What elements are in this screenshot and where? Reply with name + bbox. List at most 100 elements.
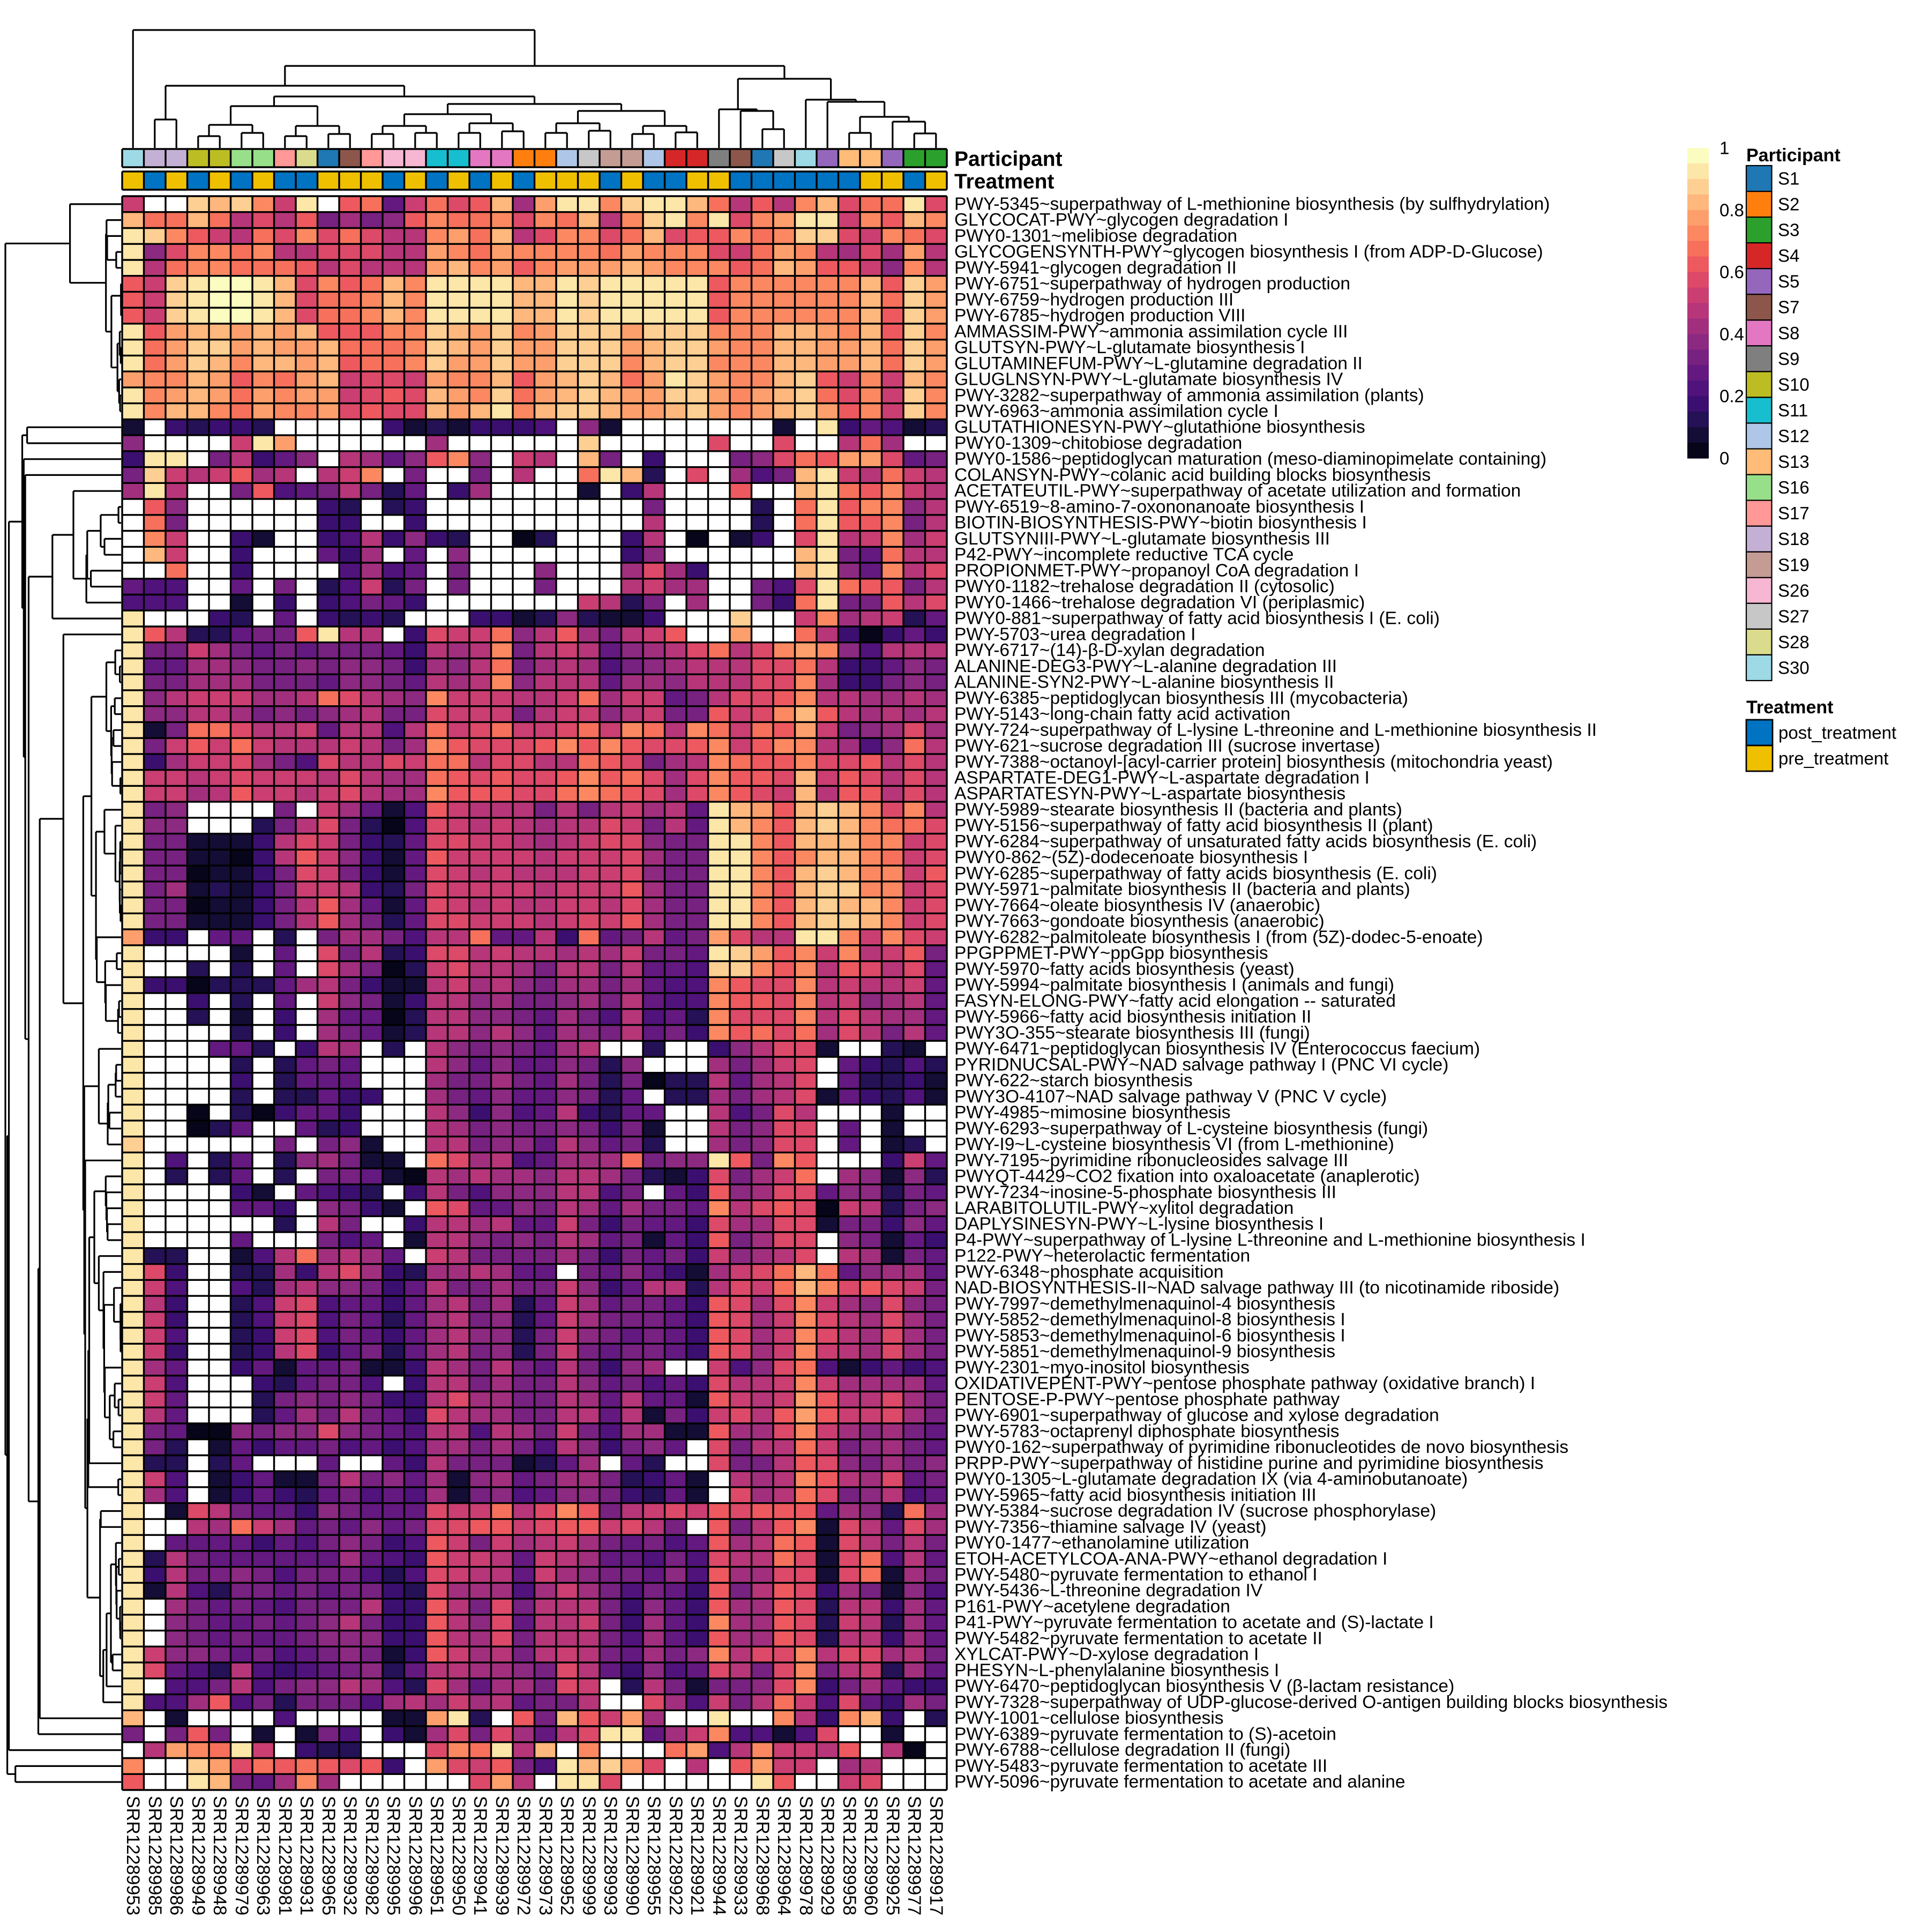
svg-text:P161-PWY~acetylene degradation: P161-PWY~acetylene degradation	[954, 1597, 1230, 1617]
svg-text:SRR12289985: SRR12289985	[145, 1796, 165, 1915]
svg-text:PWY-7664~oleate biosynthesis I: PWY-7664~oleate biosynthesis IV (anaerob…	[954, 896, 1320, 915]
svg-text:SRR12289982: SRR12289982	[362, 1796, 382, 1915]
svg-text:PWY-6751~superpathway of hydro: PWY-6751~superpathway of hydrogen produc…	[954, 274, 1350, 294]
svg-text:SRR12289941: SRR12289941	[470, 1796, 490, 1915]
svg-text:PWY-5483~pyruvate fermentation: PWY-5483~pyruvate fermentation to acetat…	[954, 1756, 1327, 1776]
svg-text:PPGPPMET-PWY~ppGpp biosynthesi: PPGPPMET-PWY~ppGpp biosynthesis	[954, 943, 1268, 963]
svg-text:PWY-6901~superpathway of gluco: PWY-6901~superpathway of glucose and xyl…	[954, 1406, 1439, 1426]
svg-text:XYLCAT-PWY~D-xylose degradatio: XYLCAT-PWY~D-xylose degradation I	[954, 1645, 1259, 1665]
svg-text:SRR12289958: SRR12289958	[839, 1796, 859, 1915]
svg-text:S10: S10	[1778, 375, 1810, 394]
svg-text:SRR12289993: SRR12289993	[600, 1796, 620, 1915]
svg-text:PWY-621~sucrose degradation II: PWY-621~sucrose degradation III (sucrose…	[954, 736, 1380, 756]
svg-text:PHESYN~L-phenylalanine biosynt: PHESYN~L-phenylalanine biosynthesis I	[954, 1660, 1279, 1680]
svg-text:PWY-5703~urea degradation I: PWY-5703~urea degradation I	[954, 624, 1195, 644]
svg-text:PWY-I9~L-cysteine biosynthesis: PWY-I9~L-cysteine biosynthesis VI (from …	[954, 1135, 1394, 1154]
svg-text:PWY0-1586~peptidoglycan matura: PWY0-1586~peptidoglycan maturation (meso…	[954, 449, 1546, 469]
svg-text:PWY-5156~superpathway of fatty: PWY-5156~superpathway of fatty acid bios…	[954, 816, 1433, 836]
svg-text:SRR12289949: SRR12289949	[188, 1796, 208, 1915]
svg-text:SRR12289996: SRR12289996	[405, 1796, 425, 1915]
svg-text:PWY-5851~demethylmenaquinol-9: PWY-5851~demethylmenaquinol-9 biosynthes…	[954, 1342, 1335, 1362]
svg-text:GLUTSYN-PWY~L-glutamate biosyn: GLUTSYN-PWY~L-glutamate biosynthesis I	[954, 338, 1305, 357]
svg-text:PWY-5941~glycogen degradation: PWY-5941~glycogen degradation II	[954, 258, 1237, 278]
svg-text:PROPIONMET-PWY~propanoyl CoA d: PROPIONMET-PWY~propanoyl CoA degradation…	[954, 561, 1359, 580]
svg-text:PWY-7195~pyrimidine ribonucleo: PWY-7195~pyrimidine ribonucleosides salv…	[954, 1151, 1348, 1170]
svg-text:S30: S30	[1778, 658, 1810, 677]
svg-text:PWY0-1305~L-glutamate degradat: PWY0-1305~L-glutamate degradation IX (vi…	[954, 1469, 1468, 1489]
svg-text:PWYQT-4429~CO2 fixation into o: PWYQT-4429~CO2 fixation into oxaloacetat…	[954, 1167, 1420, 1187]
svg-text:BIOTIN-BIOSYNTHESIS-PWY~biotin: BIOTIN-BIOSYNTHESIS-PWY~biotin biosynthe…	[954, 513, 1367, 533]
svg-text:PWY-6470~peptidoglycan biosynt: PWY-6470~peptidoglycan biosynthesis V (β…	[954, 1676, 1454, 1696]
svg-text:GLUGLNSYN-PWY~L-glutamate bios: GLUGLNSYN-PWY~L-glutamate biosynthesis I…	[954, 370, 1343, 390]
svg-text:ALANINE-DEG3-PWY~L-alanine deg: ALANINE-DEG3-PWY~L-alanine degradation I…	[954, 657, 1337, 676]
svg-text:S13: S13	[1778, 452, 1810, 472]
svg-text:S17: S17	[1778, 503, 1810, 523]
svg-text:S26: S26	[1778, 580, 1810, 600]
svg-text:SRR12289965: SRR12289965	[318, 1796, 339, 1915]
svg-text:P42-PWY~incomplete reductive T: P42-PWY~incomplete reductive TCA cycle	[954, 545, 1294, 565]
svg-text:FASYN-ELONG-PWY~fatty acid elo: FASYN-ELONG-PWY~fatty acid elongation --…	[954, 991, 1396, 1011]
svg-text:S7: S7	[1778, 297, 1799, 317]
svg-text:PWY-5852~demethylmenaquinol-8: PWY-5852~demethylmenaquinol-8 biosynthes…	[954, 1310, 1345, 1330]
svg-text:PWY-5965~fatty acid biosynthes: PWY-5965~fatty acid biosynthesis initiat…	[954, 1485, 1317, 1505]
svg-text:PWY-5345~superpathway of L-met: PWY-5345~superpathway of L-methionine bi…	[954, 194, 1550, 214]
svg-text:PWY-5482~pyruvate fermentation: PWY-5482~pyruvate fermentation to acetat…	[954, 1629, 1322, 1648]
svg-text:0.4: 0.4	[1719, 324, 1744, 344]
svg-text:P4-PWY~superpathway of L-lysin: P4-PWY~superpathway of L-lysine L-threon…	[954, 1230, 1586, 1250]
svg-text:Participant: Participant	[1746, 145, 1841, 166]
svg-text:PWY-5853~demethylmenaquinol-6: PWY-5853~demethylmenaquinol-6 biosynthes…	[954, 1326, 1345, 1346]
svg-text:SRR12289950: SRR12289950	[448, 1796, 469, 1915]
svg-text:Treatment: Treatment	[1746, 697, 1834, 718]
svg-text:PWY-7663~gondoate biosynthesis: PWY-7663~gondoate biosynthesis (anaerobi…	[954, 912, 1325, 931]
svg-text:NAD-BIOSYNTHESIS-II~NAD salvag: NAD-BIOSYNTHESIS-II~NAD salvage pathway …	[954, 1278, 1559, 1298]
svg-text:COLANSYN-PWY~colanic acid buil: COLANSYN-PWY~colanic acid building block…	[954, 465, 1431, 485]
svg-text:PWY-6519~8-amino-7-oxononanoat: PWY-6519~8-amino-7-oxononanoate biosynth…	[954, 497, 1364, 517]
svg-text:S27: S27	[1778, 606, 1810, 626]
svg-text:PWY0-1309~chitobiose degradati: PWY0-1309~chitobiose degradation	[954, 434, 1242, 453]
svg-text:PWY-6788~cellulose degradation: PWY-6788~cellulose degradation II (fungi…	[954, 1740, 1290, 1760]
svg-text:PWY-5971~palmitate biosynthesi: PWY-5971~palmitate biosynthesis II (bact…	[954, 879, 1410, 899]
svg-text:SRR12289968: SRR12289968	[752, 1796, 773, 1915]
svg-text:PWY-6471~peptidoglycan biosynt: PWY-6471~peptidoglycan biosynthesis IV (…	[954, 1039, 1480, 1059]
svg-text:PWY0-1466~trehalose degradatio: PWY0-1466~trehalose degradation VI (peri…	[954, 593, 1365, 613]
svg-text:PWY-7997~demethylmenaquinol-4: PWY-7997~demethylmenaquinol-4 biosynthes…	[954, 1294, 1335, 1314]
svg-text:AMMASSIM-PWY~ammonia assimilat: AMMASSIM-PWY~ammonia assimilation cycle …	[954, 322, 1348, 341]
svg-text:post_treatment: post_treatment	[1778, 723, 1896, 743]
svg-text:GLUTATHIONESYN-PWY~glutathione: GLUTATHIONESYN-PWY~glutathione biosynthe…	[954, 417, 1365, 437]
svg-text:PWY0-1182~trehalose degradatio: PWY0-1182~trehalose degradation II (cyto…	[954, 577, 1335, 596]
svg-text:LARABITOLUTIL-PWY~xylitol degr: LARABITOLUTIL-PWY~xylitol degradation	[954, 1198, 1294, 1218]
svg-text:PWY-5966~fatty acid biosynthes: PWY-5966~fatty acid biosynthesis initiat…	[954, 1007, 1311, 1027]
svg-text:S1: S1	[1778, 169, 1799, 189]
svg-text:ASPARTATE-DEG1-PWY~L-aspartate: ASPARTATE-DEG1-PWY~L-aspartate degradati…	[954, 768, 1370, 788]
svg-text:SRR12289973: SRR12289973	[535, 1796, 556, 1915]
svg-text:GLUTSYNIII-PWY~L-glutamate bio: GLUTSYNIII-PWY~L-glutamate biosynthesis …	[954, 529, 1330, 549]
svg-text:DAPLYSINESYN-PWY~L-lysine bios: DAPLYSINESYN-PWY~L-lysine biosynthesis I	[954, 1214, 1324, 1234]
svg-text:PWY-6348~phosphate acquisition: PWY-6348~phosphate acquisition	[954, 1262, 1224, 1282]
svg-text:SRR12289931: SRR12289931	[296, 1796, 317, 1915]
svg-text:GLUTAMINEFUM-PWY~L-glutamine d: GLUTAMINEFUM-PWY~L-glutamine degradation…	[954, 354, 1363, 374]
svg-text:P122-PWY~heterolactic fermenta: P122-PWY~heterolactic fermentation	[954, 1246, 1250, 1266]
svg-text:PRPP-PWY~superpathway of histi: PRPP-PWY~superpathway of histidine purin…	[954, 1453, 1544, 1473]
svg-text:pre_treatment: pre_treatment	[1778, 749, 1888, 769]
svg-text:PWY0-162~superpathway of pyrim: PWY0-162~superpathway of pyrimidine ribo…	[954, 1437, 1568, 1457]
svg-text:PWY-7234~inosine-5-phosphate b: PWY-7234~inosine-5-phosphate biosynthesi…	[954, 1182, 1336, 1202]
svg-text:PWY-6284~superpathway of unsat: PWY-6284~superpathway of unsaturated fat…	[954, 832, 1537, 852]
svg-text:1: 1	[1719, 138, 1729, 158]
svg-text:PWY-5436~L-threonine degradati: PWY-5436~L-threonine degradation IV	[954, 1581, 1263, 1601]
svg-text:PWY-7356~thiamine salvage IV (: PWY-7356~thiamine salvage IV (yeast)	[954, 1517, 1267, 1537]
svg-text:ETOH-ACETYLCOA-ANA-PWY~ethanol: ETOH-ACETYLCOA-ANA-PWY~ethanol degradati…	[954, 1549, 1387, 1569]
svg-text:Participant: Participant	[954, 148, 1063, 171]
svg-text:Treatment: Treatment	[954, 170, 1054, 193]
svg-text:SRR12289932: SRR12289932	[340, 1796, 360, 1915]
svg-text:PWY-6785~hydrogen production V: PWY-6785~hydrogen production VIII	[954, 306, 1246, 326]
svg-text:PENTOSE-P-PWY~pentose phosphat: PENTOSE-P-PWY~pentose phosphate pathway	[954, 1390, 1340, 1409]
svg-text:SRR12289929: SRR12289929	[817, 1796, 838, 1915]
svg-text:SRR12289948: SRR12289948	[210, 1796, 230, 1915]
svg-text:PWY-5096~pyruvate fermentation: PWY-5096~pyruvate fermentation to acetat…	[954, 1772, 1405, 1792]
svg-text:SRR12289933: SRR12289933	[730, 1796, 751, 1915]
svg-text:PWY-5970~fatty acids biosynthe: PWY-5970~fatty acids biosynthesis (yeast…	[954, 959, 1295, 979]
svg-text:0: 0	[1719, 449, 1729, 468]
svg-text:PWY-6282~palmitoleate biosynth: PWY-6282~palmitoleate biosynthesis I (fr…	[954, 927, 1483, 947]
svg-text:PWY0-862~(5Z)-dodecenoate bios: PWY0-862~(5Z)-dodecenoate biosynthesis I	[954, 848, 1308, 868]
svg-text:PWY-6963~ammonia assimilation: PWY-6963~ammonia assimilation cycle I	[954, 401, 1278, 421]
